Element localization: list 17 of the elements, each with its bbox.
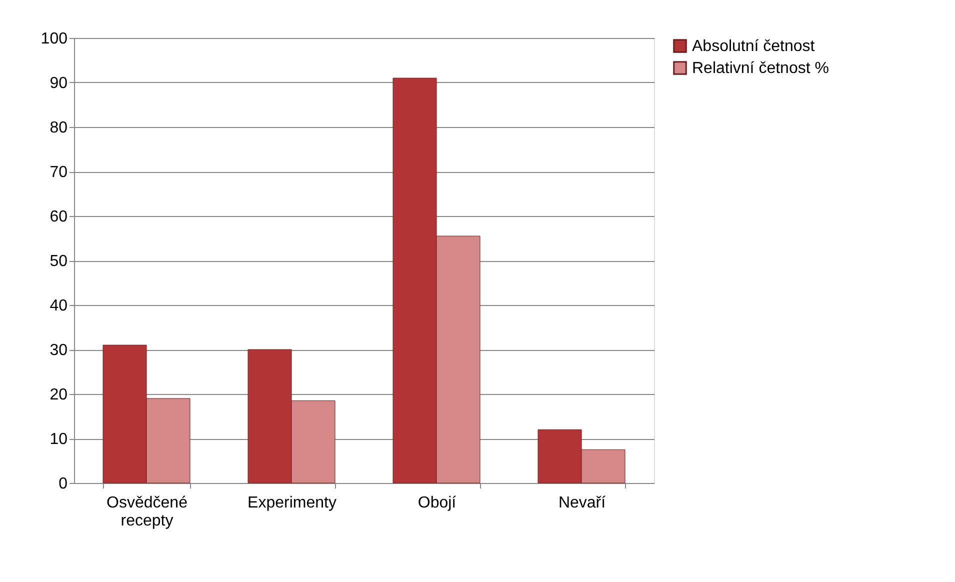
y-tick-label: 100 (40, 30, 68, 48)
x-tick-label: Nevaří (558, 494, 606, 512)
y-tick-label: 40 (50, 298, 68, 314)
y-tick-label: 80 (50, 120, 68, 136)
y-tick-label: 90 (50, 75, 68, 92)
y-tick-label: 30 (50, 342, 68, 359)
y-tick-label: 50 (50, 253, 68, 270)
y-tick-label: 70 (50, 164, 68, 181)
x-tick-label: Experimenty (248, 494, 336, 512)
legend-label: Relativní četnost % (692, 60, 829, 77)
y-tick-label: 60 (50, 208, 68, 226)
legend-label: Absolutní četnost (692, 38, 816, 55)
y-tick-label: 10 (50, 431, 68, 448)
y-tick-label: 0 (58, 476, 68, 492)
x-tick-label: Osvědčené recepty (106, 494, 188, 530)
x-tick-label: Obojí (418, 494, 457, 512)
y-tick-label: 20 (50, 386, 68, 404)
